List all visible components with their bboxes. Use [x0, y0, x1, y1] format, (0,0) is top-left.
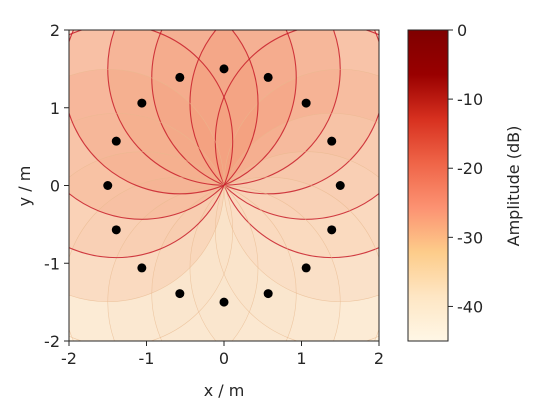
loudspeaker-point — [327, 136, 337, 146]
x-tick-label: -1 — [139, 349, 155, 368]
loudspeaker-point — [335, 181, 345, 190]
y-axis: -2 -1 0 1 2 — [44, 21, 69, 351]
colorbar-ticks: 0 -10 -20 -30 -40 — [448, 21, 483, 316]
colorbar: 0 -10 -20 -30 -40 Amplitude (dB) — [407, 21, 523, 342]
sound-field — [69, 30, 379, 341]
wavefront-line — [69, 151, 259, 341]
wavefront-region — [224, 69, 379, 302]
loudspeaker-point — [263, 289, 273, 299]
loudspeaker-point — [219, 64, 229, 74]
wavefront-region — [69, 30, 258, 220]
colorbar-gradient-bar — [408, 30, 448, 341]
wavefront-line — [151, 30, 379, 195]
y-tick-label: 0 — [50, 177, 60, 196]
y-tick-label: -2 — [44, 332, 60, 351]
loudspeaker-point — [175, 289, 185, 299]
wavefront-line — [151, 176, 379, 341]
y-axis-label: y / m — [15, 166, 34, 207]
wavefront-line — [69, 176, 297, 341]
colorbar-tick-label: -30 — [457, 228, 483, 247]
loudspeaker-point — [263, 72, 273, 82]
colorbar-frame — [407, 29, 449, 342]
loudspeaker-point — [103, 181, 113, 190]
loudspeaker-point — [175, 72, 185, 82]
x-tick-label: 2 — [374, 349, 384, 368]
y-tick-label: -1 — [44, 254, 60, 273]
y-tick-label: 2 — [50, 21, 60, 40]
y-tick-label: 1 — [50, 99, 60, 118]
x-tick-label: 1 — [296, 349, 306, 368]
loudspeaker-point — [327, 225, 337, 235]
wavefront-line — [69, 30, 234, 259]
loudspeaker-point — [301, 263, 311, 273]
loudspeaker-point — [111, 225, 121, 235]
loudspeaker-point — [137, 263, 147, 273]
wavefront-line — [69, 30, 259, 220]
colorbar-tick-label: 0 — [457, 21, 467, 40]
x-tick-label: -2 — [61, 349, 77, 368]
loudspeaker-point — [111, 136, 121, 146]
wavefront-line — [69, 30, 297, 195]
wavefront-region — [107, 185, 341, 341]
loudspeaker-point — [137, 98, 147, 108]
x-axis: -2 -1 0 1 2 — [61, 341, 384, 368]
loudspeaker-point — [301, 98, 311, 108]
wavefront-line — [69, 113, 233, 341]
colorbar-tick-label: -40 — [457, 297, 483, 316]
wavefront-region — [69, 151, 258, 341]
wavefront-region — [107, 30, 341, 186]
x-axis-label: x / m — [204, 381, 245, 400]
heatmap-panel — [68, 29, 380, 342]
colorbar-tick-label: -10 — [457, 90, 483, 109]
x-tick-label: 0 — [219, 349, 229, 368]
loudspeaker-point — [219, 297, 229, 307]
wavefront-region — [69, 69, 224, 302]
wavefront-region — [190, 30, 379, 220]
loudspeaker-markers — [103, 64, 345, 307]
colorbar-label: Amplitude (dB) — [504, 126, 523, 247]
colorbar-tick-label: -20 — [457, 159, 483, 178]
wavefront-region — [190, 151, 379, 341]
